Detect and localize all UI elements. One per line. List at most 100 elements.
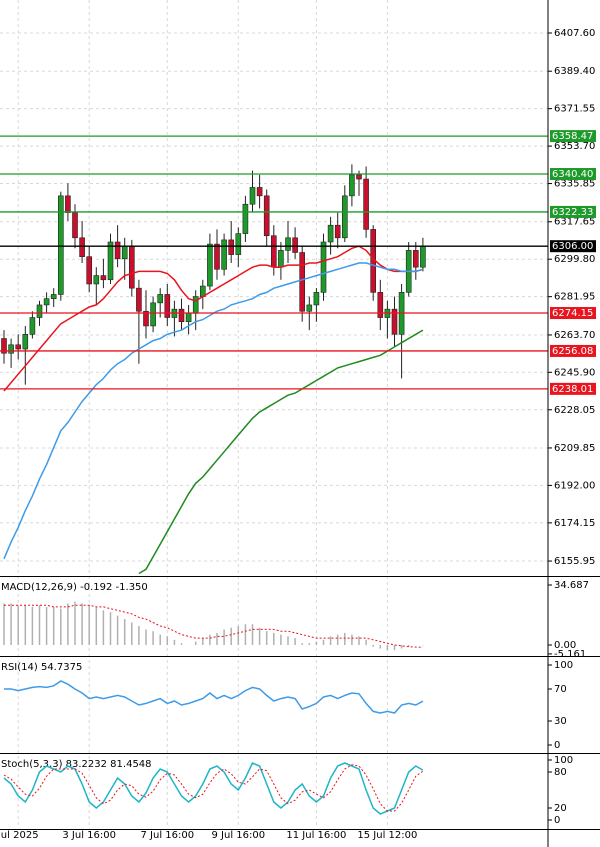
candle-body — [22, 334, 29, 350]
level-label: 6322.33 — [552, 207, 593, 218]
candle-body — [363, 178, 369, 230]
panel-title: RSI(14) 54.7375 — [1, 662, 82, 673]
macd-signal — [4, 604, 423, 648]
panel-title: Stoch(5,3,3) 83.2232 81.4548 — [1, 759, 152, 770]
candle-body — [93, 275, 100, 285]
candle-body — [334, 224, 341, 239]
candle-body — [249, 187, 256, 205]
y-tick-label: 6174.15 — [554, 518, 595, 529]
y-tick-label: 6407.60 — [554, 28, 595, 39]
last-price-label: 6306.00 — [552, 241, 593, 252]
candle-body — [377, 292, 384, 318]
candle-body — [43, 298, 50, 306]
candle-body — [263, 195, 270, 237]
x-tick-label: 15 Jul 12:00 — [357, 830, 417, 841]
indicator-line — [4, 680, 424, 714]
candle-body — [57, 195, 64, 295]
y-tick-label: 6228.05 — [554, 405, 595, 416]
candle-body — [313, 292, 320, 306]
y-tick-label: 6209.85 — [554, 443, 595, 454]
x-tick-label: Jul 2025 — [0, 830, 39, 841]
candle-body — [15, 344, 21, 350]
panel-title: MACD(12,26,9) -0.192 -1.350 — [1, 582, 148, 593]
candle-body — [341, 195, 348, 239]
level-box — [550, 130, 596, 143]
level-box — [550, 307, 596, 320]
level-label: 6274.15 — [552, 308, 593, 319]
candle-body — [285, 237, 291, 251]
y-tick-label: 6353.70 — [554, 141, 595, 152]
candle-body — [356, 174, 362, 180]
y-tick-label: 6192.00 — [554, 480, 595, 491]
candle-body — [36, 304, 43, 318]
y-tick-label: 6263.70 — [554, 330, 595, 341]
level-label: 6358.47 — [552, 131, 593, 142]
y-tick-label: -5.161 — [554, 649, 586, 660]
candle-body — [327, 224, 334, 243]
candle-body — [129, 245, 135, 289]
level-label: 6238.01 — [552, 384, 593, 395]
candle-body — [164, 294, 171, 318]
candle-body — [29, 317, 36, 335]
candle-body — [412, 250, 419, 268]
y-tick-label: 6371.55 — [554, 104, 595, 115]
y-tick-label: 6281.95 — [554, 292, 595, 303]
candle-body — [157, 294, 163, 304]
candle-body — [107, 241, 114, 281]
x-tick-label: 9 Jul 16:00 — [211, 830, 265, 841]
level-label: 6340.40 — [552, 169, 593, 180]
y-tick-label: 70 — [554, 684, 567, 695]
candle-body — [8, 344, 14, 354]
last-price-box — [550, 240, 596, 253]
y-tick-label: 6245.90 — [554, 367, 595, 378]
candle-body — [242, 203, 249, 234]
y-tick-label: 20 — [554, 803, 567, 814]
y-tick-label: 34.687 — [554, 580, 589, 591]
candle-body — [100, 275, 107, 281]
candle-body — [214, 243, 220, 270]
candle-body — [72, 212, 78, 239]
y-tick-label: 0 — [554, 740, 560, 751]
candle-body — [228, 239, 234, 255]
y-tick-label: 30 — [554, 716, 567, 727]
candle-body — [256, 187, 263, 197]
candle-body — [391, 308, 398, 335]
candle-body — [79, 237, 85, 257]
candle-body — [278, 250, 284, 268]
level-box — [550, 168, 596, 181]
candle-body — [114, 241, 121, 260]
y-tick-label: 100 — [554, 755, 573, 766]
candle-body — [235, 233, 242, 255]
candle-body — [1, 338, 7, 354]
candle-body — [86, 256, 92, 285]
y-tick-label: 6155.95 — [554, 556, 595, 567]
y-tick-label: 6317.65 — [554, 217, 595, 228]
candle-body — [420, 245, 426, 268]
candle-body — [185, 313, 192, 323]
candle-body — [207, 243, 213, 287]
level-box — [550, 382, 596, 395]
level-box — [550, 344, 596, 357]
candle-body — [306, 304, 313, 312]
level-label: 6256.08 — [552, 346, 593, 357]
indicator-line — [3, 764, 424, 812]
candle-body — [50, 294, 57, 299]
candle-body — [320, 241, 327, 293]
candle-body — [143, 310, 149, 327]
moving-average — [3, 245, 424, 392]
y-tick-label: 80 — [554, 767, 567, 778]
y-tick-label: 0 — [554, 815, 560, 826]
moving-average — [138, 329, 424, 575]
level-box — [550, 205, 596, 218]
x-tick-label: 11 Jul 16:00 — [286, 830, 346, 841]
candle-body — [178, 308, 185, 323]
x-tick-label: 7 Jul 16:00 — [140, 830, 194, 841]
candle-body — [349, 174, 355, 197]
y-tick-label: 100 — [554, 660, 573, 671]
candle-body — [221, 239, 227, 270]
candle-body — [292, 237, 298, 253]
moving-average — [3, 262, 424, 560]
candle-body — [121, 245, 128, 260]
y-tick-label: 0.00 — [554, 640, 576, 651]
